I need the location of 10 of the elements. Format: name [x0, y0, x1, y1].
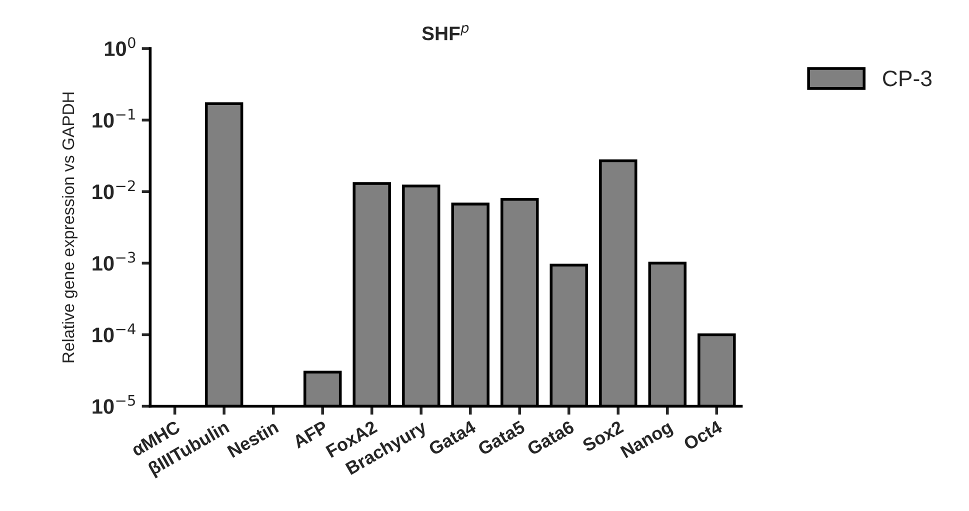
y-tick-label: 10$^{−1}$ — [92, 108, 135, 128]
y-tick-label: 10$^{0}$ — [104, 37, 136, 56]
y-tick-label: 10$^{−2}$ — [92, 180, 135, 200]
legend-label: CP-3 — [883, 70, 932, 86]
y-tick-label: 10$^{−4}$ — [92, 324, 136, 342]
x-tick-label: Oct4 — [682, 420, 724, 451]
y-tick-label: 10$^{−3}$ — [92, 252, 136, 271]
y-axis-title: Relative gene expression vs GAPDH — [62, 92, 78, 362]
chart-title: SHF$^{p}$ — [422, 25, 469, 40]
y-tick-label: 10$^{−5}$ — [92, 395, 135, 414]
